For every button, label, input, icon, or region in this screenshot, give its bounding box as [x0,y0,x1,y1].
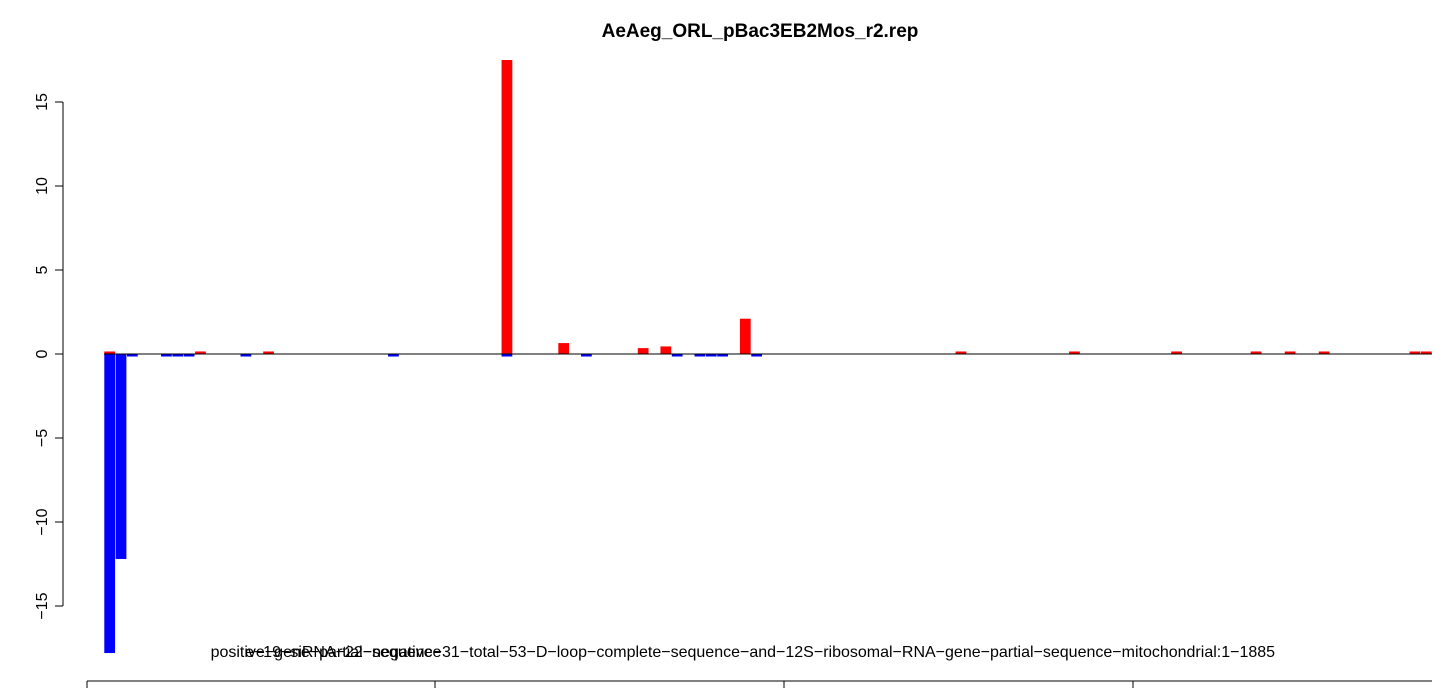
bar [183,354,195,357]
bar [115,354,127,559]
bar [161,354,172,357]
y-tick-label: 0 [34,349,51,358]
bar [1069,351,1080,354]
bar [501,60,513,354]
chart-title: AeAeg_ORL_pBac3EB2Mos_r2.rep [602,21,919,42]
bar [671,354,683,357]
bar [705,354,717,357]
bar [558,343,570,354]
bar [1171,351,1182,354]
bar [637,348,649,354]
bar [104,351,116,354]
x-text-label-primary: e−19−siRNA−22−negative−31−total−53−D−loo… [245,644,1275,661]
bar [195,351,206,354]
y-tick-label: −5 [34,429,51,447]
bar [127,354,138,357]
bar [240,354,252,357]
bar [751,354,763,357]
bar [1250,351,1262,354]
y-tick-label: −10 [34,508,51,535]
y-tick-label: 10 [34,177,51,195]
bar [717,354,728,357]
bar [104,354,116,654]
bar [263,351,274,354]
bar [581,354,592,357]
y-tick-label: −15 [34,592,51,619]
bar [660,346,672,354]
bar [501,354,513,357]
bar [739,318,751,354]
y-tick-label: 15 [34,93,51,111]
bars-group [104,60,1432,654]
bar [172,354,184,357]
y-axis: −15 −10 −5 0 5 10 15 [34,93,64,620]
bottom-bracket [86,680,1432,688]
bar [955,351,967,354]
bar [1318,351,1330,354]
bar [1409,351,1421,354]
bar [1284,351,1296,354]
bar [388,354,399,357]
y-tick-label: 5 [34,265,51,274]
x-text-label-overlap: positive−gene−partial−sequence [211,644,442,661]
bar [1420,351,1432,354]
bar [694,354,706,357]
